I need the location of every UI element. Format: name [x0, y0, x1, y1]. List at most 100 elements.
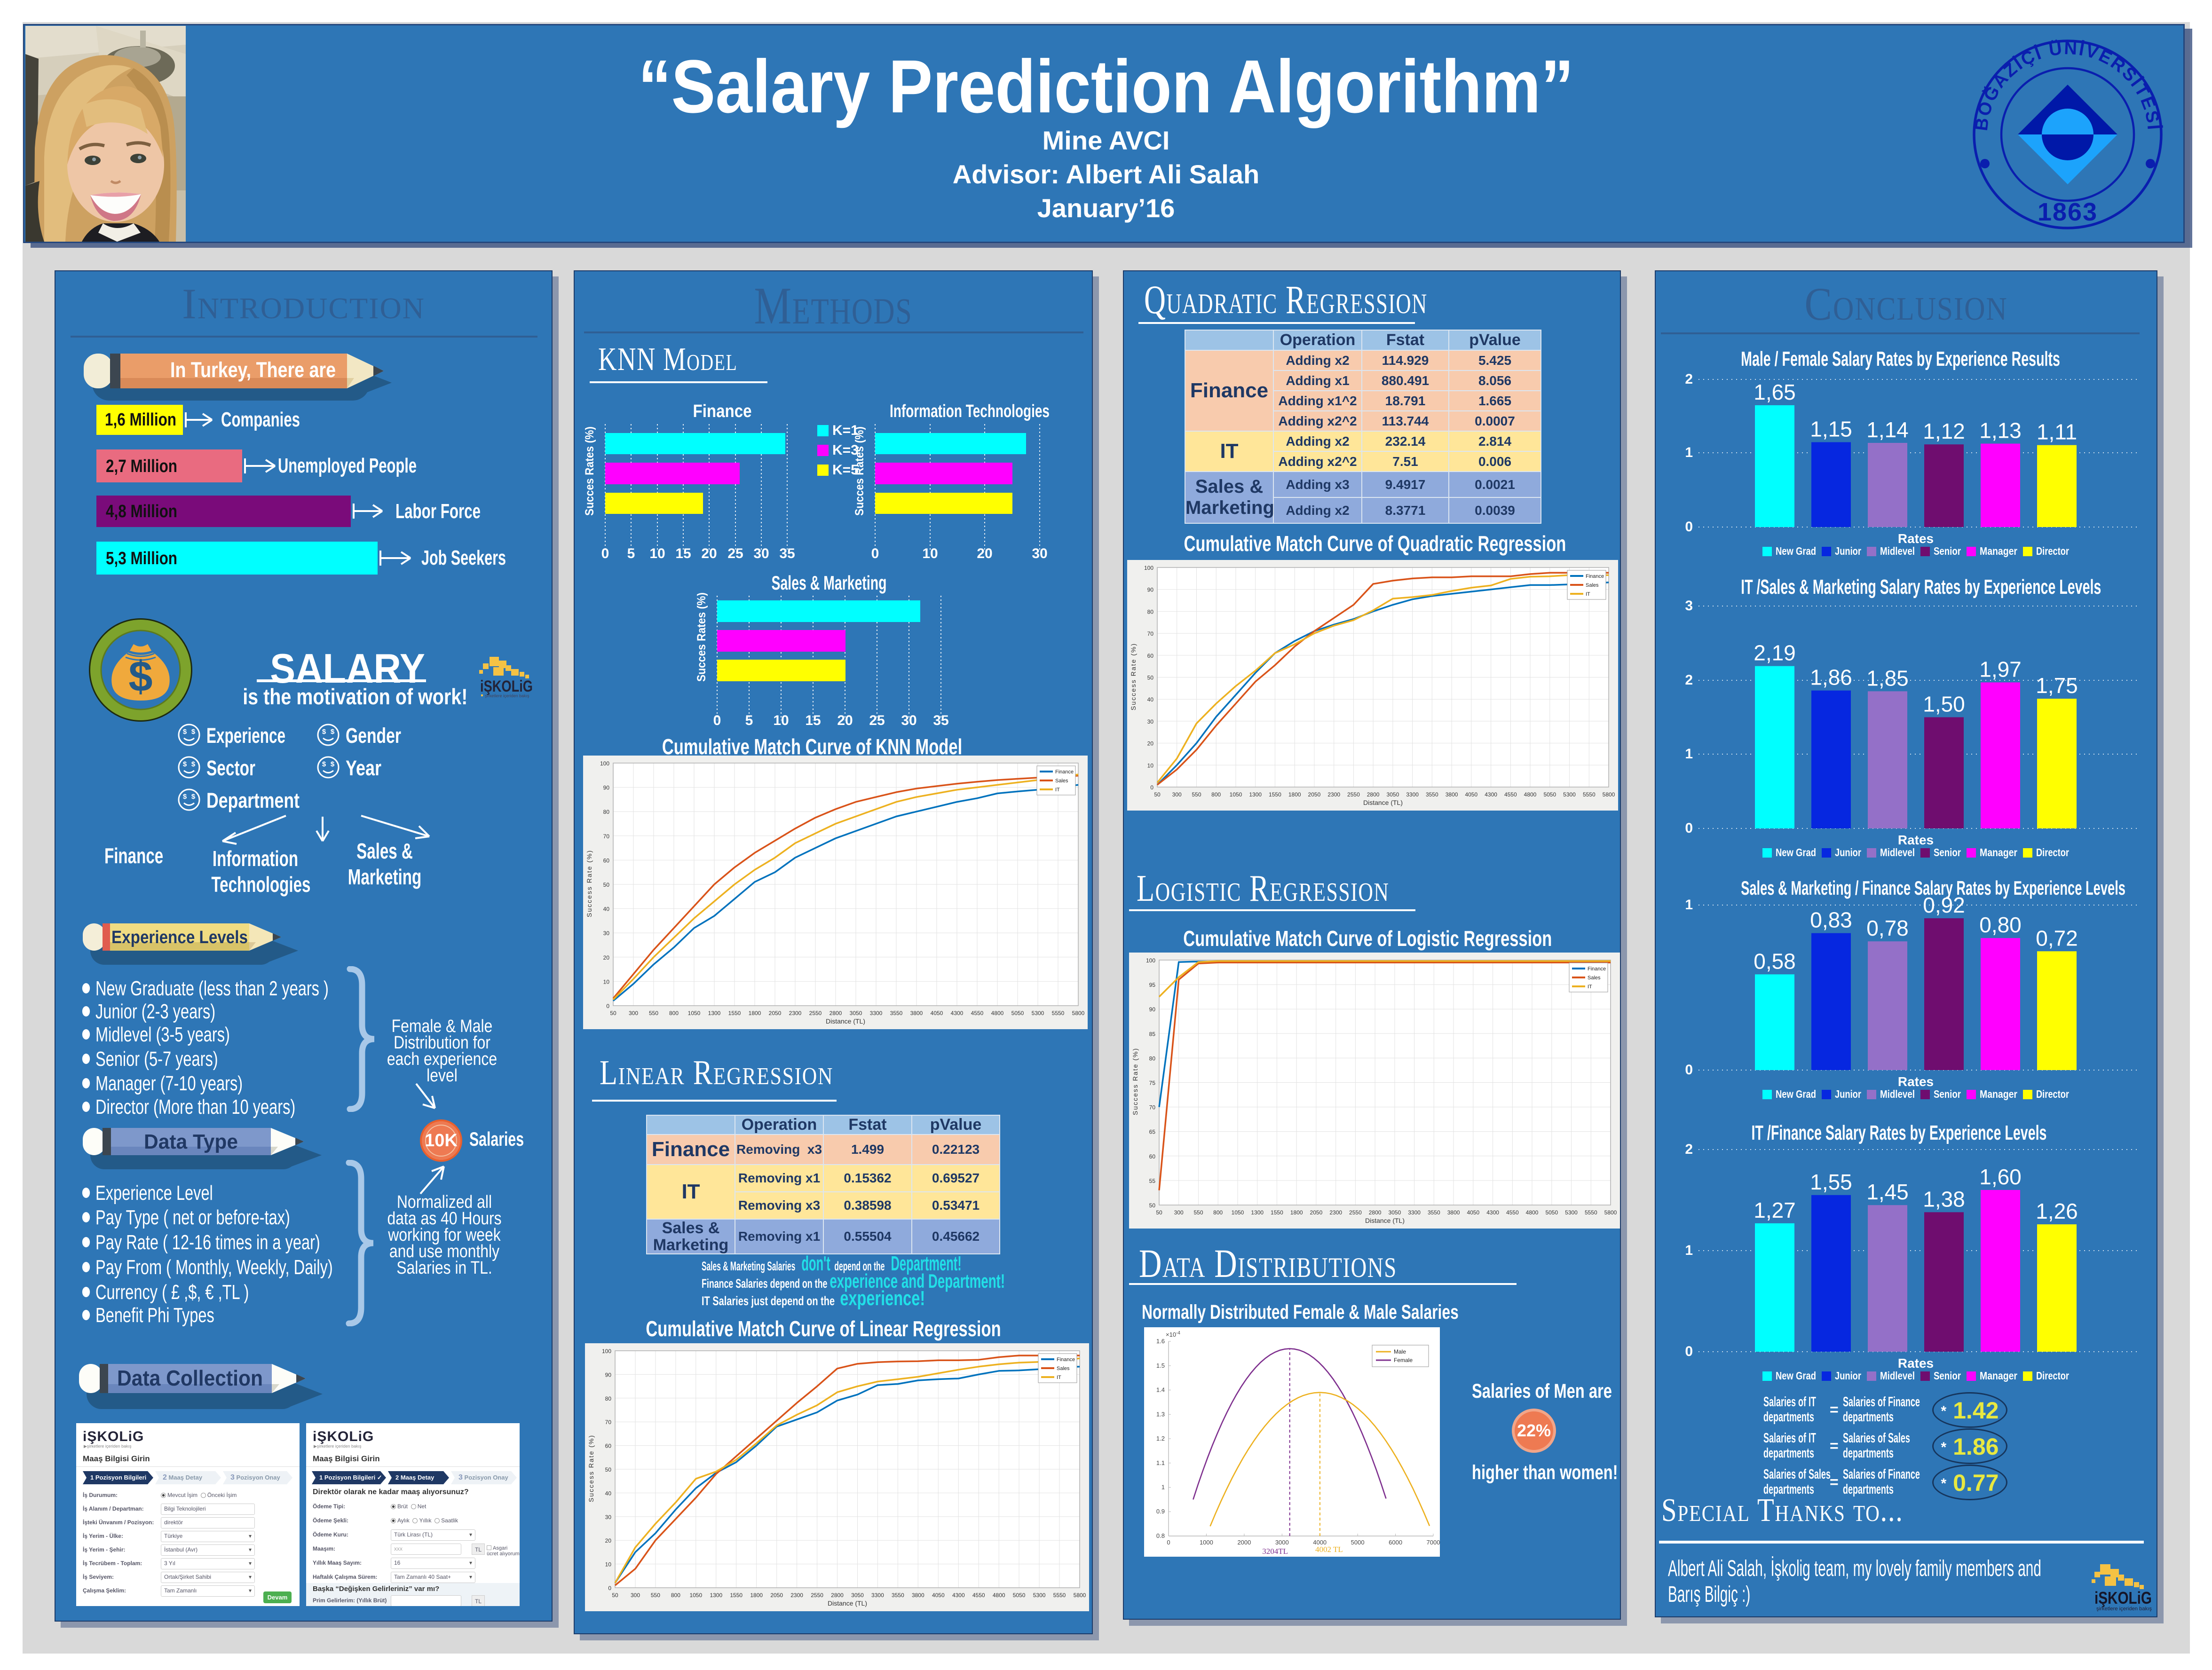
svg-text:Data Collection: Data Collection — [117, 1366, 263, 1390]
svg-text:IT: IT — [1055, 787, 1060, 793]
svg-text:4000: 4000 — [1313, 1539, 1327, 1546]
svg-text:25: 25 — [727, 546, 743, 561]
svg-text:20: 20 — [603, 954, 610, 961]
svg-text:New Grad: New Grad — [1776, 1370, 1816, 1382]
svg-text:New Grad: New Grad — [1776, 1088, 1816, 1100]
svg-text:2000: 2000 — [1237, 1539, 1251, 1546]
svg-text:Finance: Finance — [1588, 966, 1606, 972]
svg-text:Male: Male — [1394, 1348, 1406, 1355]
svg-text:1.6: 1.6 — [1156, 1338, 1165, 1345]
svg-text:1550: 1550 — [728, 1010, 741, 1016]
svg-text:6000: 6000 — [1389, 1539, 1402, 1546]
svg-text:100: 100 — [600, 760, 609, 767]
svg-text:35: 35 — [933, 713, 948, 728]
svg-text:Sales: Sales — [1586, 583, 1599, 588]
svg-text:3050: 3050 — [1387, 791, 1399, 798]
svg-text:20: 20 — [701, 546, 717, 561]
svg-text:$: $ — [322, 760, 326, 768]
svg-text:1.2: 1.2 — [1156, 1435, 1165, 1442]
svg-text:800: 800 — [671, 1592, 680, 1599]
svg-text:70: 70 — [1149, 1104, 1156, 1111]
svg-text:iŞKOLiG: iŞKOLiG — [480, 677, 533, 695]
svg-text:10: 10 — [605, 1561, 612, 1568]
svg-text:Junior: Junior — [1835, 1088, 1861, 1100]
svg-text:IT: IT — [1057, 1375, 1061, 1380]
svg-text:30: 30 — [605, 1514, 612, 1520]
svg-text:800: 800 — [669, 1010, 679, 1016]
svg-text:0: 0 — [608, 1585, 611, 1591]
svg-text:300: 300 — [629, 1010, 638, 1016]
svg-text:50: 50 — [1149, 1202, 1156, 1209]
svg-text:$: $ — [331, 760, 335, 768]
svg-text:1,85: 1,85 — [1866, 666, 1909, 690]
svg-text:5: 5 — [627, 546, 635, 561]
svg-text:$: $ — [183, 760, 187, 768]
svg-text:Midlevel: Midlevel — [1880, 1370, 1915, 1382]
svg-text:2550: 2550 — [1347, 791, 1360, 798]
svg-text:Director: Director — [2036, 1088, 2069, 1100]
svg-text:1: 1 — [1161, 1484, 1165, 1491]
svg-text:Rates: Rates — [1898, 833, 1934, 847]
svg-text:1050: 1050 — [689, 1592, 702, 1599]
svg-text:55: 55 — [1149, 1178, 1156, 1184]
svg-text:2300: 2300 — [1327, 791, 1340, 798]
svg-text:0: 0 — [601, 546, 609, 561]
svg-text:10: 10 — [922, 546, 938, 561]
svg-text:K=3: K=3 — [832, 442, 859, 458]
svg-text:3800: 3800 — [1446, 791, 1458, 798]
svg-text:10: 10 — [603, 978, 610, 985]
svg-text:2: 2 — [1685, 371, 1693, 387]
svg-text:Information Technologies: Information Technologies — [890, 402, 1050, 421]
svg-text:75: 75 — [1149, 1080, 1156, 1087]
svg-text:Data Type: Data Type — [144, 1130, 238, 1153]
svg-text:2800: 2800 — [831, 1592, 844, 1599]
svg-text:50: 50 — [1147, 675, 1154, 681]
svg-text:1300: 1300 — [1251, 1209, 1264, 1216]
svg-text:90: 90 — [1149, 1006, 1156, 1013]
svg-text:3800: 3800 — [910, 1010, 923, 1016]
svg-text:Sales: Sales — [1055, 778, 1068, 784]
svg-text:5,3 Million: 5,3 Million — [106, 549, 177, 568]
svg-text:5300: 5300 — [1033, 1592, 1046, 1599]
svg-text:95: 95 — [1149, 982, 1156, 988]
svg-text:Director: Director — [2036, 846, 2069, 859]
svg-text:1.4: 1.4 — [1156, 1386, 1165, 1394]
svg-text:4300: 4300 — [951, 1010, 964, 1016]
svg-text:10: 10 — [1147, 762, 1154, 769]
svg-text:550: 550 — [649, 1010, 658, 1016]
svg-text:5800: 5800 — [1074, 1592, 1086, 1599]
svg-text:0: 0 — [1685, 519, 1693, 535]
svg-text:90: 90 — [1147, 587, 1154, 593]
svg-text:80: 80 — [603, 809, 610, 815]
svg-text:4050: 4050 — [932, 1592, 945, 1599]
svg-text:Sales & Marketing: Sales & Marketing — [772, 572, 887, 594]
svg-text:Year: Year — [346, 756, 381, 780]
svg-text:3050: 3050 — [851, 1592, 864, 1599]
svg-text:3050: 3050 — [1389, 1209, 1401, 1216]
svg-text:7000: 7000 — [1427, 1539, 1440, 1546]
svg-text:In Turkey, There are: In Turkey, There are — [170, 358, 336, 382]
svg-text:$: $ — [191, 728, 196, 736]
svg-text:0: 0 — [606, 1003, 609, 1009]
svg-text:5550: 5550 — [1585, 1209, 1597, 1216]
svg-text:100: 100 — [1144, 565, 1153, 571]
svg-text:4300: 4300 — [952, 1592, 965, 1599]
svg-text:4050: 4050 — [1465, 791, 1477, 798]
svg-text:2800: 2800 — [1369, 1209, 1382, 1216]
svg-text:0,83: 0,83 — [1810, 908, 1852, 932]
svg-text:4550: 4550 — [972, 1592, 985, 1599]
svg-text:Distance (TL): Distance (TL) — [826, 1017, 865, 1025]
svg-text:1050: 1050 — [688, 1010, 701, 1016]
svg-text:Senior: Senior — [1934, 545, 1961, 557]
svg-text:60: 60 — [1149, 1153, 1156, 1160]
svg-text:1,97: 1,97 — [1979, 657, 2022, 681]
svg-text:$: $ — [191, 793, 196, 801]
svg-text:1,11: 1,11 — [2037, 420, 2077, 444]
svg-text:50: 50 — [603, 882, 610, 888]
svg-text:80: 80 — [605, 1395, 612, 1402]
svg-text:5550: 5550 — [1053, 1592, 1066, 1599]
svg-text:550: 550 — [1193, 1209, 1203, 1216]
svg-text:0: 0 — [1167, 1539, 1170, 1546]
svg-text:Experience Levels: Experience Levels — [111, 928, 248, 947]
svg-text:5050: 5050 — [1545, 1209, 1558, 1216]
